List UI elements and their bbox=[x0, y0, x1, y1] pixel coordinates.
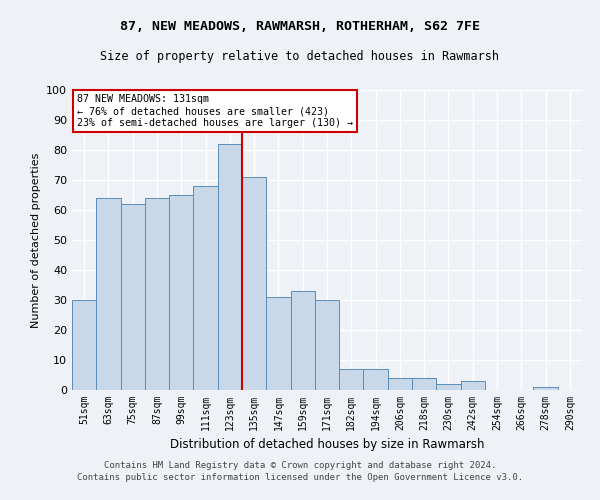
Bar bbox=[364, 369, 388, 390]
Bar bbox=[242, 177, 266, 390]
Bar bbox=[290, 291, 315, 390]
Text: Contains HM Land Registry data © Crown copyright and database right 2024.
Contai: Contains HM Land Registry data © Crown c… bbox=[77, 461, 523, 482]
Bar bbox=[461, 381, 485, 390]
Bar bbox=[412, 378, 436, 390]
Bar bbox=[533, 387, 558, 390]
Text: 87 NEW MEADOWS: 131sqm
← 76% of detached houses are smaller (423)
23% of semi-de: 87 NEW MEADOWS: 131sqm ← 76% of detached… bbox=[77, 94, 353, 128]
Bar bbox=[315, 300, 339, 390]
Bar bbox=[169, 195, 193, 390]
Y-axis label: Number of detached properties: Number of detached properties bbox=[31, 152, 41, 328]
Bar bbox=[193, 186, 218, 390]
Bar bbox=[121, 204, 145, 390]
Bar bbox=[145, 198, 169, 390]
Bar bbox=[388, 378, 412, 390]
X-axis label: Distribution of detached houses by size in Rawmarsh: Distribution of detached houses by size … bbox=[170, 438, 484, 452]
Bar bbox=[218, 144, 242, 390]
Bar bbox=[96, 198, 121, 390]
Bar bbox=[339, 369, 364, 390]
Text: Size of property relative to detached houses in Rawmarsh: Size of property relative to detached ho… bbox=[101, 50, 499, 63]
Bar bbox=[266, 297, 290, 390]
Bar bbox=[72, 300, 96, 390]
Bar bbox=[436, 384, 461, 390]
Text: 87, NEW MEADOWS, RAWMARSH, ROTHERHAM, S62 7FE: 87, NEW MEADOWS, RAWMARSH, ROTHERHAM, S6… bbox=[120, 20, 480, 33]
